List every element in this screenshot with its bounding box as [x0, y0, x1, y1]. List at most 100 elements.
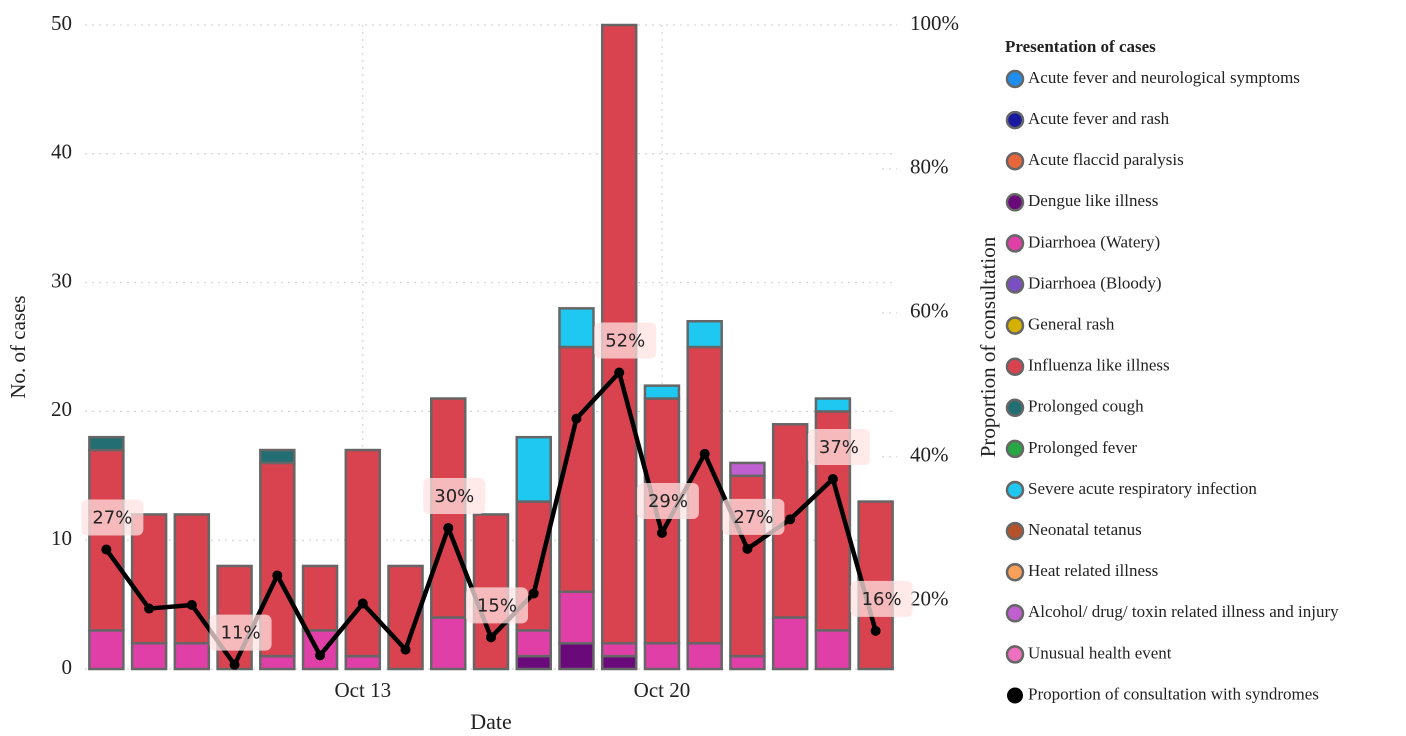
legend-marker: [1005, 234, 1025, 253]
line-point: [571, 413, 582, 424]
line-point: [656, 528, 667, 539]
bar-segment: [88, 629, 125, 671]
y2-tick-label: 20%: [910, 586, 949, 610]
legend-label: Acute flaccid paralysis: [1028, 150, 1184, 169]
bar-segment: [686, 641, 723, 671]
legend-title: Presentation of cases: [1005, 37, 1156, 56]
bar-segment: [558, 590, 595, 645]
legend-label: Diarrhoea (Watery): [1028, 232, 1160, 251]
value-label-box: [81, 499, 144, 536]
line-point: [229, 659, 240, 670]
x-axis-label: Date: [470, 709, 512, 734]
y-tick-label: 10: [51, 526, 72, 550]
legend-label: Severe acute respiratory infection: [1028, 479, 1257, 498]
line-point: [785, 514, 796, 525]
legend-marker: [1005, 480, 1025, 500]
legend-label: Influenza like illness: [1028, 356, 1170, 375]
line-point: [400, 644, 411, 655]
legend-label: Dengue like illness: [1028, 191, 1158, 210]
legend-label: Neonatal tetanus: [1028, 520, 1142, 539]
legend-label: Diarrhoea (Bloody): [1028, 273, 1162, 292]
legend-marker: [1005, 110, 1025, 130]
line-point: [827, 474, 838, 485]
legend-marker: [1005, 645, 1025, 664]
line-point: [699, 448, 710, 459]
value-label-box: [466, 587, 528, 624]
bar-segment: [430, 616, 467, 671]
bar-segment: [643, 397, 681, 645]
line-point: [870, 625, 881, 636]
legend-marker: [1005, 604, 1025, 623]
value-label-box: [722, 498, 785, 535]
bar-segment: [88, 448, 125, 632]
y2-tick-label: 100%: [910, 11, 959, 35]
y-tick-label: 30: [51, 268, 72, 292]
bar-segment: [558, 641, 595, 671]
legend-marker: [1005, 275, 1025, 294]
bar-segment: [558, 307, 595, 349]
value-label-box: [807, 429, 870, 466]
legend-marker: [1005, 316, 1025, 335]
x-tick-label: Oct 13: [335, 678, 392, 702]
bar-segment: [729, 461, 766, 478]
legend-marker: [1007, 687, 1023, 704]
bar-segment: [301, 564, 339, 632]
line-point: [315, 650, 326, 661]
legend-marker: [1005, 357, 1025, 376]
legend-marker: [1005, 69, 1025, 89]
legend-label: Acute fever and neurological symptoms: [1028, 68, 1300, 87]
value-label: 30%: [434, 486, 474, 507]
line-point: [272, 570, 283, 581]
value-label: 16%: [862, 589, 902, 610]
value-label: 15%: [477, 595, 517, 616]
line-point: [486, 632, 496, 643]
value-label-box: [636, 483, 699, 520]
bar-segment: [643, 384, 681, 400]
y2-tick-label: 60%: [910, 299, 949, 323]
bar-segment: [259, 448, 296, 465]
y2-axis-label: Proportion of consultation: [976, 236, 1000, 457]
legend-label: General rash: [1028, 315, 1115, 334]
line-point: [614, 367, 625, 378]
legend-label: Proportion of consultation with syndrome…: [1028, 684, 1319, 703]
value-label-box: [594, 322, 657, 359]
bar-segment: [259, 654, 296, 671]
line-point: [357, 598, 368, 609]
legend-marker: [1005, 193, 1025, 212]
line-point: [443, 522, 454, 533]
legend-marker: [1005, 439, 1025, 459]
bar-segment: [130, 641, 168, 671]
value-label-box: [423, 477, 486, 514]
y-axis-label: No. of cases: [6, 295, 30, 398]
value-label: 27%: [733, 507, 773, 528]
line-point: [144, 603, 155, 614]
legend-marker: [1005, 562, 1025, 582]
bar-segment: [130, 513, 168, 645]
value-label: 29%: [648, 491, 688, 512]
bar-segment: [643, 641, 681, 671]
legend-marker: [1005, 398, 1025, 418]
y-tick-label: 0: [62, 655, 73, 679]
legend-label: Acute fever and rash: [1028, 109, 1170, 128]
bar-segment: [515, 654, 552, 671]
y-tick-label: 20: [51, 397, 72, 421]
bar-segment: [88, 435, 125, 452]
bar-segment: [814, 629, 852, 671]
bar-segment: [515, 629, 552, 658]
value-label: 52%: [605, 331, 645, 352]
legend-marker: [1005, 151, 1025, 171]
bar-segment: [771, 616, 809, 671]
value-label: 27%: [92, 508, 132, 529]
bar-segment: [729, 654, 766, 671]
value-label: 37%: [819, 437, 859, 458]
bar-segment: [344, 448, 382, 658]
legend-label: Prolonged cough: [1028, 397, 1144, 416]
legend-label: Unusual health event: [1028, 643, 1172, 662]
bar-segment: [814, 397, 852, 413]
y2-tick-label: 40%: [910, 443, 949, 467]
y-tick-label: 50: [51, 11, 72, 35]
line-point: [742, 543, 753, 554]
bar-segment: [600, 654, 638, 671]
y2-tick-label: 80%: [910, 155, 949, 179]
